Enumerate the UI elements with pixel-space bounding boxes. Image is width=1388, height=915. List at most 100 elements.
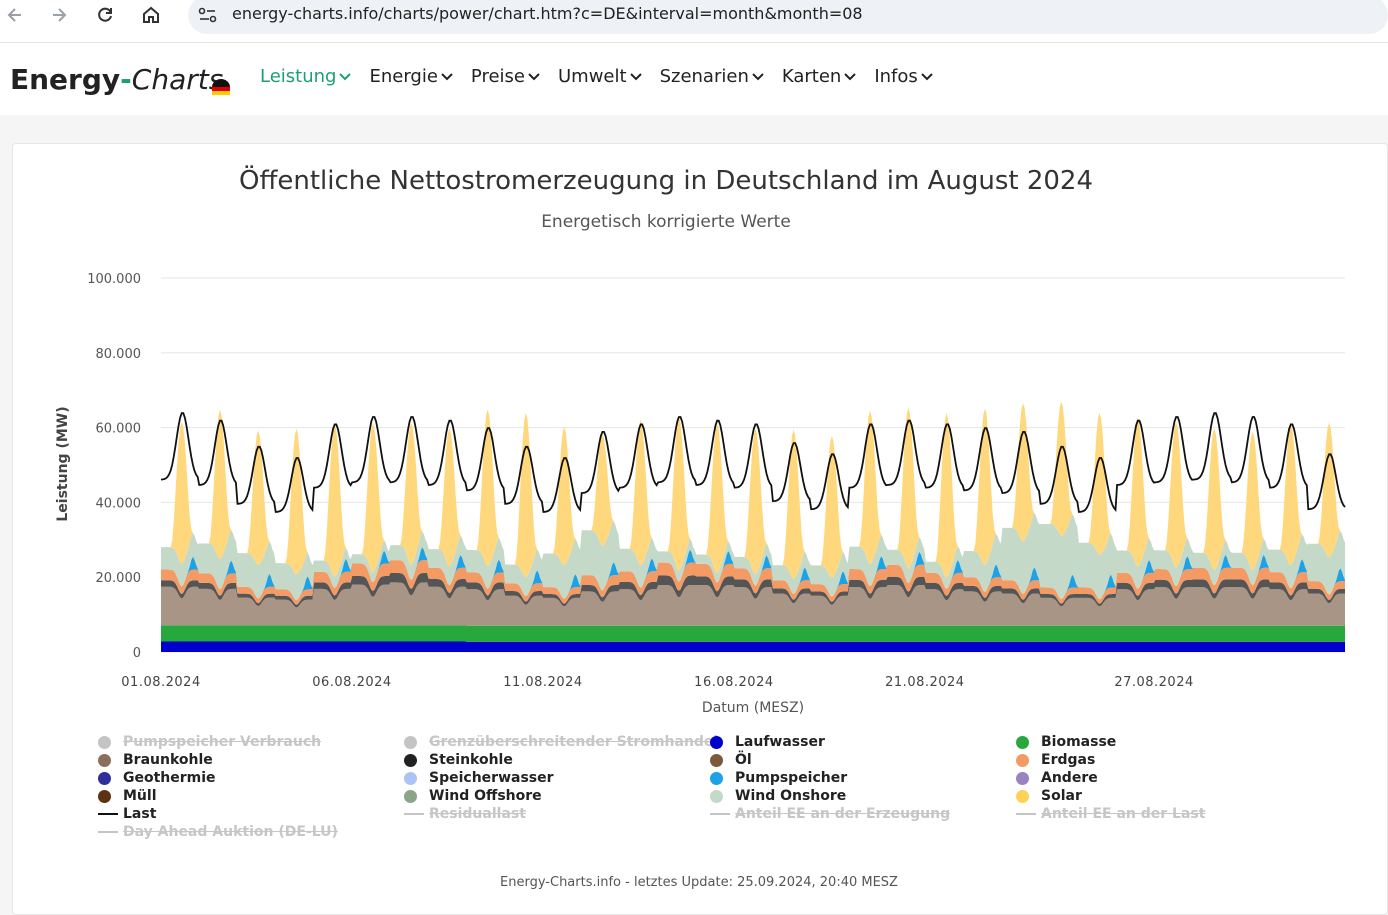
- home-button[interactable]: [136, 3, 166, 27]
- menu-item-leistung[interactable]: Leistung: [260, 66, 352, 87]
- legend-label: Grenzüberschreitender Stromhandel: [429, 734, 719, 750]
- line-last[interactable]: [160, 412, 1346, 513]
- arrow-right-icon: [53, 8, 67, 22]
- legend-label: Last: [123, 806, 157, 822]
- legend-label: Solar: [1041, 788, 1082, 804]
- legend-item[interactable]: Erdgas: [1016, 751, 1205, 769]
- x-axis-label: Datum (MESZ): [702, 700, 804, 716]
- legend-item[interactable]: Day Ahead Auktion (DE-LU): [98, 823, 338, 841]
- legend-symbol: [98, 813, 118, 815]
- area-erdgas[interactable]: [161, 560, 1345, 605]
- menu-item-szenarien[interactable]: Szenarien: [660, 66, 764, 87]
- legend-column: Grenzüberschreitender Stromhandel Steinko…: [404, 733, 718, 823]
- legend-item[interactable]: Pumpspeicher: [710, 769, 950, 787]
- legend-label: Laufwasser: [735, 734, 825, 750]
- legend-label: Braunkohle: [123, 752, 213, 768]
- legend-symbol: [404, 813, 424, 815]
- browser-toolbar: energy-charts.info/charts/power/chart.ht…: [0, 0, 1388, 43]
- legend-item[interactable]: Speicherwasser: [404, 769, 718, 787]
- legend-item[interactable]: Geothermie: [98, 769, 338, 787]
- menu-item-label: Preise: [470, 66, 525, 87]
- legend-symbol: [98, 789, 111, 803]
- legend-label: Pumpspeicher: [735, 770, 848, 786]
- legend-label: Residuallast: [429, 806, 526, 822]
- arrow-left-icon: [7, 8, 21, 22]
- legend-symbol: [710, 735, 723, 749]
- legend-item[interactable]: Grenzüberschreitender Stromhandel: [404, 733, 718, 751]
- legend-symbol: [1016, 735, 1029, 749]
- legend-item[interactable]: Braunkohle: [98, 751, 338, 769]
- chevron-down-icon: [844, 72, 857, 80]
- legend-symbol: [404, 771, 417, 785]
- area-steinkohle[interactable]: [161, 573, 1345, 608]
- legend-item[interactable]: Andere: [1016, 769, 1205, 787]
- chevron-down-icon: [441, 72, 453, 80]
- legend-item[interactable]: Last: [98, 805, 338, 823]
- legend-label: Pumpspeicher Verbrauch: [123, 734, 322, 750]
- legend-item[interactable]: Solar: [1016, 787, 1205, 805]
- chevron-down-icon: [528, 72, 540, 80]
- legend-column: Pumpspeicher Verbrauch Braunkohle Geotherm…: [98, 733, 338, 841]
- logo-text-bold: Energy: [10, 63, 121, 96]
- legend-item[interactable]: Pumpspeicher Verbrauch: [98, 733, 338, 751]
- legend-label: Biomasse: [1041, 734, 1117, 750]
- x-tick-label: 27.08.2024: [1114, 675, 1193, 690]
- menu-item-umwelt[interactable]: Umwelt: [558, 66, 642, 87]
- area-biomasse[interactable]: [161, 625, 1345, 642]
- legend-symbol: [1016, 813, 1036, 815]
- chevron-down-icon: [339, 72, 352, 80]
- legend-label: Wind Onshore: [735, 788, 847, 804]
- legend-label: Day Ahead Auktion (DE-LU): [123, 824, 338, 840]
- legend-item[interactable]: Residuallast: [404, 805, 718, 823]
- reload-button[interactable]: [90, 3, 120, 27]
- url-text: energy-charts.info/charts/power/chart.ht…: [232, 4, 863, 23]
- legend-item[interactable]: Biomasse: [1016, 733, 1205, 751]
- chevron-down-icon: [752, 72, 764, 80]
- menu-item-preise[interactable]: Preise: [471, 66, 540, 87]
- legend-symbol: [404, 753, 417, 767]
- menu-item-infos[interactable]: Infos: [874, 66, 933, 87]
- menu-item-energie[interactable]: Energie: [369, 66, 453, 87]
- forward-button[interactable]: [44, 3, 74, 27]
- y-tick-label: 100.000: [87, 272, 141, 287]
- y-tick-label: 40.000: [96, 496, 142, 511]
- legend-item[interactable]: Anteil EE an der Last: [1016, 805, 1205, 823]
- menu-item-label: Leistung: [260, 66, 337, 87]
- y-tick-label: 20.000: [96, 571, 142, 586]
- legend-item[interactable]: Öl: [710, 751, 950, 769]
- y-tick-label: 80.000: [96, 347, 142, 362]
- footer-update-text: Energy-Charts.info - letztes Update: 25.…: [500, 875, 898, 890]
- address-bar[interactable]: energy-charts.info/charts/power/chart.ht…: [188, 0, 1388, 34]
- legend-label: Anteil EE an der Erzeugung: [735, 806, 951, 822]
- y-axis-label: Leistung (MW): [55, 406, 71, 521]
- site-settings-icon[interactable]: [198, 6, 218, 24]
- menu-item-karten[interactable]: Karten: [782, 66, 857, 87]
- legend-symbol: [98, 831, 118, 833]
- legend-item[interactable]: Wind Offshore: [404, 787, 718, 805]
- chart-subtitle: Energetisch korrigierte Werte: [541, 212, 791, 232]
- area-wind-onshore[interactable]: [161, 513, 1345, 601]
- legend-item[interactable]: Steinkohle: [404, 751, 718, 769]
- legend-item[interactable]: Wind Onshore: [710, 787, 950, 805]
- x-tick-label: 06.08.2024: [312, 675, 391, 690]
- legend-symbol: [404, 735, 417, 749]
- legend-label: Geothermie: [123, 770, 216, 786]
- back-button[interactable]: [0, 3, 30, 27]
- legend-item[interactable]: Laufwasser: [710, 733, 950, 751]
- x-tick-label: 16.08.2024: [694, 675, 773, 690]
- y-axis-ticks: 0 20.000 40.000 60.000 80.000 100.000: [87, 272, 141, 661]
- site-logo[interactable]: Energy-Charts: [10, 63, 223, 96]
- legend-label: Steinkohle: [429, 752, 513, 768]
- legend-symbol: [1016, 789, 1029, 803]
- area-solar[interactable]: [161, 401, 1345, 580]
- legend-symbol: [98, 753, 111, 767]
- area-laufwasser[interactable]: [161, 641, 1345, 653]
- area-braunkohle[interactable]: [161, 582, 1345, 626]
- german-flag-icon: [212, 79, 230, 95]
- legend-item[interactable]: Müll: [98, 787, 338, 805]
- legend-label: Erdgas: [1041, 752, 1096, 768]
- menu-item-label: Umwelt: [558, 66, 627, 87]
- x-axis-ticks: 01.08.2024 06.08.2024 11.08.2024 16.08.2024…: [121, 675, 1193, 690]
- legend-item[interactable]: Anteil EE an der Erzeugung: [710, 805, 950, 823]
